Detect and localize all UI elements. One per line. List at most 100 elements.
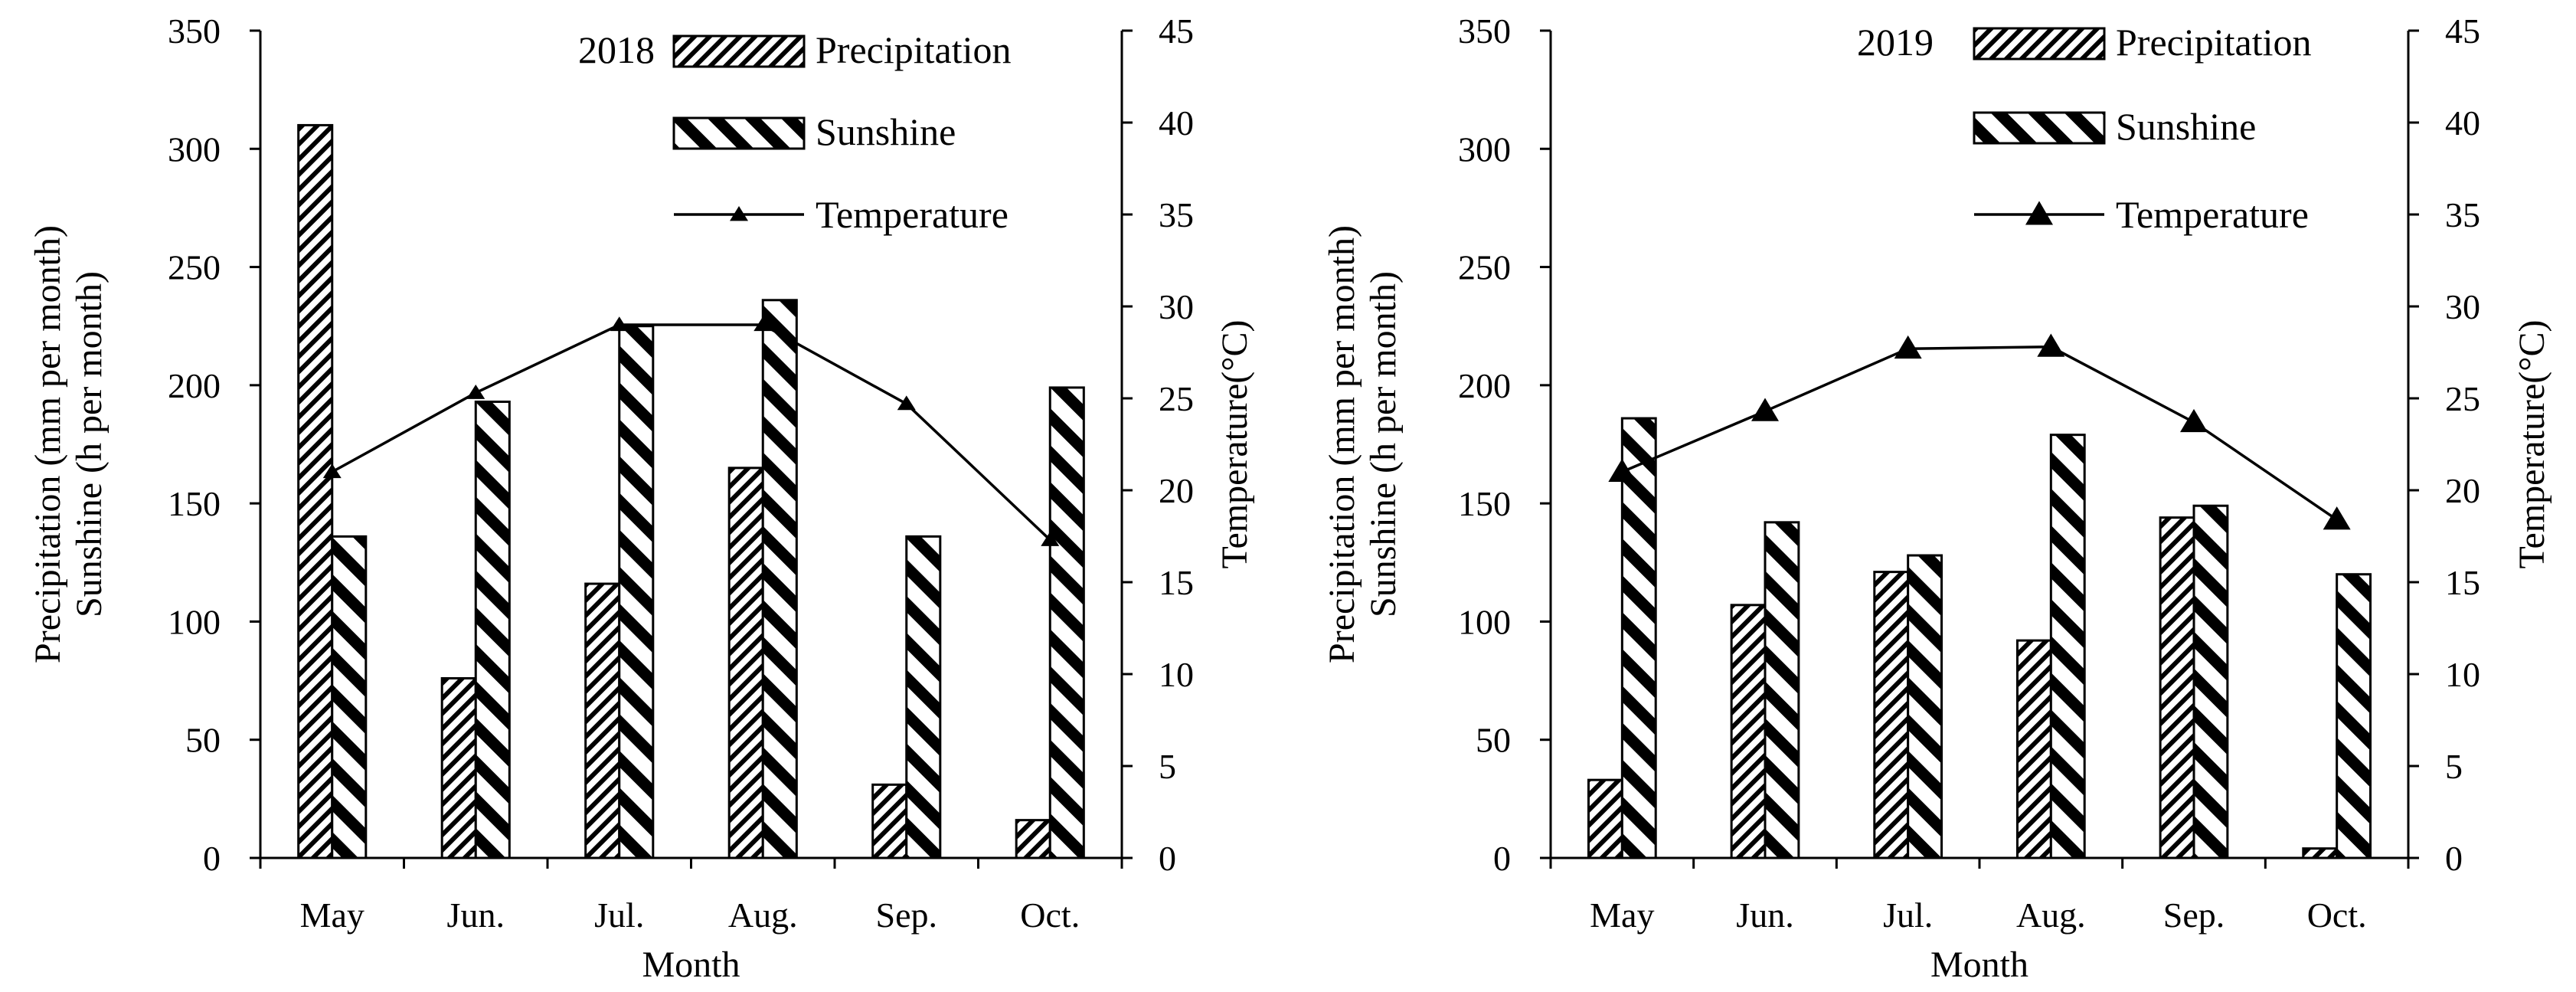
legend-temperature-label: Temperature (2116, 193, 2309, 236)
temperature-point (2037, 333, 2065, 357)
y2-tick-label: 30 (1159, 287, 1194, 326)
y-axis-title-line: Precipitation (mm per month) (1322, 225, 1362, 663)
legend-sunshine-label: Sunshine (816, 110, 956, 153)
y2-tick-label: 0 (1159, 839, 1176, 878)
y-tick-label: 0 (203, 839, 221, 878)
y-tick-label: 150 (1458, 484, 1511, 523)
precipitation-bar (727, 467, 764, 859)
x-tick-label: May (300, 895, 364, 935)
temperature-point (1041, 532, 1060, 546)
y2-tick-label: 5 (2445, 747, 2463, 786)
y-tick-label: 350 (1458, 11, 1511, 51)
legend-temperature-label: Temperature (816, 193, 1008, 236)
temperature-point (1608, 458, 1636, 482)
legend-precipitation-swatch (1973, 27, 2106, 61)
sunshine-bar (2336, 573, 2372, 859)
temperature-point (1894, 335, 1922, 359)
y-axis-title-line: Sunshine (h per month) (69, 271, 110, 617)
year-label: 2019 (1857, 21, 1934, 64)
temperature-point (2180, 408, 2208, 433)
precipitation-bar (1587, 778, 1623, 859)
x-axis-title: Month (642, 945, 740, 985)
temperature-point (754, 316, 773, 332)
y2-tick-label: 0 (2445, 839, 2463, 878)
y-tick-label: 100 (1458, 602, 1511, 641)
precipitation-bar (2159, 516, 2195, 859)
precipitation-bar (1873, 571, 1910, 859)
legend-precipitation-swatch (672, 34, 806, 68)
y-tick-label: 0 (1493, 839, 1511, 878)
temperature-line (331, 323, 1051, 542)
x-tick-label: Sep. (876, 895, 938, 935)
y2-tick-label: 15 (2445, 563, 2480, 602)
y-tick-label: 300 (1458, 129, 1511, 169)
sunshine-bar (474, 400, 511, 859)
x-tick-label: Jun. (447, 895, 505, 935)
x-axis-title: Month (1930, 945, 2028, 985)
precipitation-bar (871, 783, 908, 859)
y-tick-label: 350 (168, 11, 221, 51)
y2-tick-label: 40 (2445, 103, 2480, 142)
y-tick-label: 200 (168, 366, 221, 405)
x-tick-label: Jul. (1883, 895, 1933, 935)
y-tick-label: 150 (168, 484, 221, 523)
y2-tick-label: 10 (2445, 655, 2480, 694)
y2-tick-label: 20 (1159, 471, 1194, 510)
precipitation-bar (2015, 639, 2052, 859)
y2-tick-label: 20 (2445, 471, 2480, 510)
y2-axis-title: Temperature(°C) (1214, 319, 1255, 568)
y2-tick-label: 35 (2445, 195, 2480, 234)
x-tick-label: Oct. (1020, 895, 1080, 935)
temperature-point (466, 385, 485, 399)
legend-temperature-marker (2025, 201, 2053, 225)
y2-tick-label: 30 (2445, 287, 2480, 326)
y2-tick-label: 40 (1159, 103, 1194, 142)
legend-sunshine-swatch (1973, 111, 2106, 145)
sunshine-bar (331, 535, 368, 859)
y2-axis-title: Temperature(°C) (2512, 319, 2552, 568)
temperature-point (610, 316, 629, 332)
y-axis-title-line: Precipitation (mm per month) (28, 225, 68, 663)
legend-sunshine-label: Sunshine (2116, 105, 2256, 148)
y2-tick-label: 10 (1159, 655, 1194, 694)
y-tick-label: 100 (168, 602, 221, 641)
y2-tick-label: 35 (1159, 195, 1194, 234)
y2-tick-label: 5 (1159, 747, 1176, 786)
y-tick-label: 200 (1458, 366, 1511, 405)
legend-sunshine-swatch (672, 116, 806, 150)
chart-panel-2018: 0 50 100 150 200 250 300 350 0 5 10 15 20 25 30 35 40 45 M… (28, 11, 1255, 985)
precipitation-bar (440, 676, 477, 859)
y-tick-label: 250 (1458, 248, 1511, 287)
temperature-point (1751, 398, 1779, 421)
sunshine-bar (1764, 521, 1800, 859)
y2-tick-label: 25 (1159, 379, 1194, 418)
sunshine-bar (1048, 386, 1085, 859)
x-tick-label: Aug. (728, 895, 798, 935)
temperature-point (897, 395, 916, 411)
sunshine-bar (618, 325, 655, 859)
y-tick-label: 50 (1476, 721, 1511, 760)
y-axis-title-line: Sunshine (h per month) (1363, 271, 1404, 617)
precipitation-bar (1730, 604, 1767, 859)
sunshine-bar (761, 299, 798, 859)
sunshine-bar (2049, 434, 2086, 859)
legend-precipitation-label: Precipitation (2116, 21, 2312, 64)
legend-precipitation-label: Precipitation (816, 28, 1012, 71)
y2-tick-label: 15 (1159, 563, 1194, 602)
x-tick-label: Sep. (2163, 895, 2225, 935)
x-tick-label: May (1590, 895, 1654, 935)
x-tick-label: Aug. (2016, 895, 2086, 935)
y2-tick-label: 45 (1159, 11, 1194, 51)
precipitation-bar (584, 582, 621, 859)
x-tick-label: Jun. (1736, 895, 1793, 935)
sunshine-bar (905, 535, 942, 859)
y2-tick-label: 25 (2445, 379, 2480, 418)
precipitation-bar (2302, 847, 2339, 859)
temperature-point (322, 463, 342, 479)
precipitation-bar (297, 123, 334, 859)
y-tick-label: 50 (185, 721, 221, 760)
precipitation-bar (1015, 819, 1051, 859)
sunshine-bar (1620, 417, 1657, 859)
sunshine-bar (2192, 504, 2229, 859)
